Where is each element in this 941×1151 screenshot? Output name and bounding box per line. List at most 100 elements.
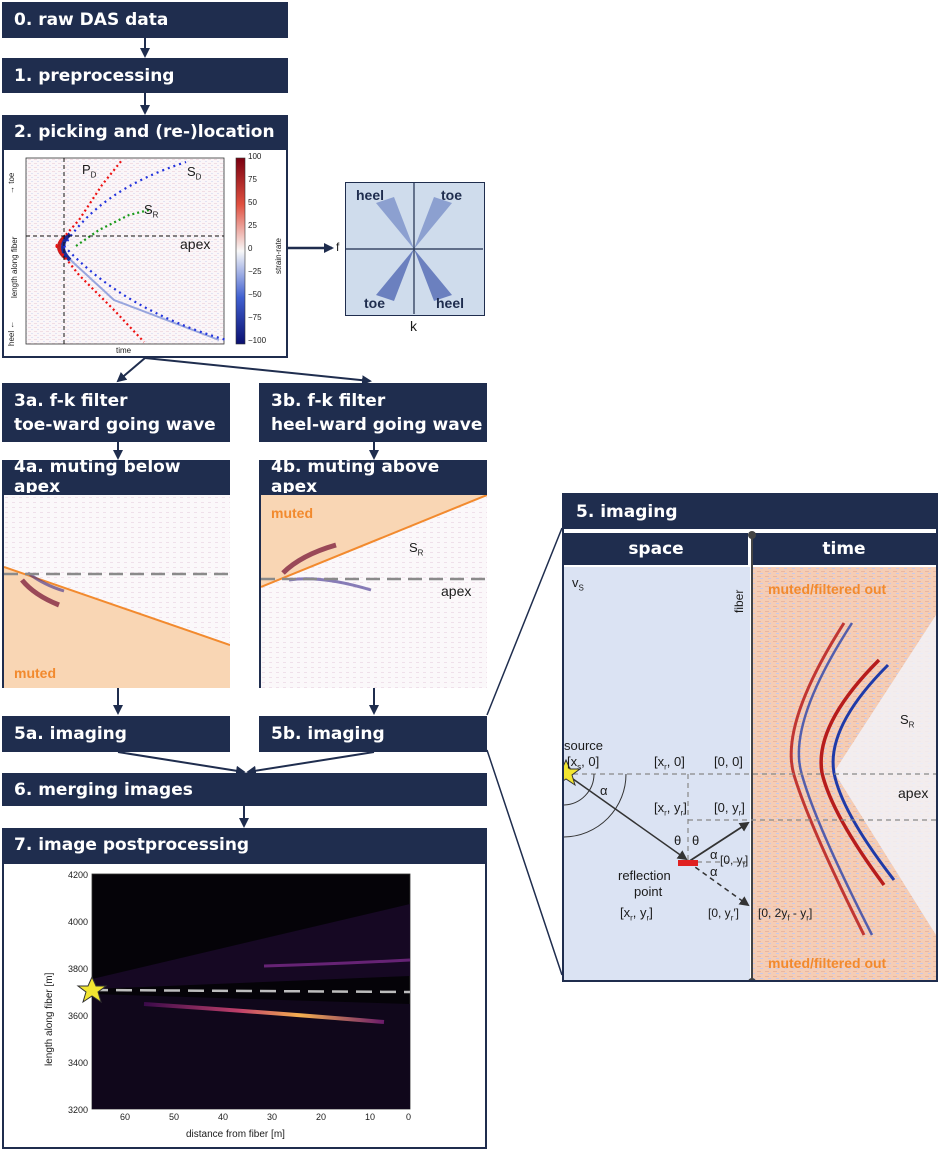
cbar-tick: 25	[248, 221, 257, 230]
y-tick: 4000	[67, 917, 88, 927]
apex-label-imaging: apex	[898, 785, 929, 801]
y-tick: 3600	[67, 1011, 88, 1021]
xryr-coord: [xr, yr]	[654, 800, 687, 818]
fk-heel-bottom: heel	[436, 295, 465, 311]
cbar-tick: 100	[248, 152, 262, 161]
step-4b-label: 4b. muting above apex	[271, 456, 440, 497]
panel-4a: muted	[2, 493, 230, 688]
reflection-line1: reflection	[618, 868, 671, 883]
step-5b-header: 5b. imaging	[259, 716, 487, 752]
step-7-label: 7. image postprocessing	[14, 835, 250, 855]
apex-label: apex	[180, 236, 211, 252]
fk-toe-bottom: toe	[364, 295, 385, 311]
muted-top-label: muted/filtered out	[768, 581, 887, 597]
fiber-label: fiber	[732, 589, 746, 613]
step-1-header: 1. preprocessing	[2, 58, 288, 93]
apex-label-4b: apex	[441, 583, 472, 599]
origin-coord: [0, 0]	[714, 754, 743, 769]
mirror-coord: [0, 2yf - yr]	[758, 906, 813, 923]
final-x-ticks: 60 50 40 30 20 10 0	[92, 1112, 412, 1126]
picking-plot	[25, 157, 246, 345]
y-tick: 3400	[67, 1058, 88, 1068]
sr-label-imaging: SR	[900, 712, 915, 730]
step-6-header: 6. merging images	[2, 773, 487, 806]
zeroyr-prime-coord: [0, yr′]	[708, 906, 739, 923]
cbar-tick: 75	[248, 175, 257, 184]
y-tick: 4200	[67, 870, 88, 880]
y-tick: 3200	[67, 1105, 88, 1115]
step-3a-line2: toe-ward going wave	[14, 414, 216, 435]
alpha-down: α	[710, 864, 718, 879]
step-0-header: 0. raw DAS data	[2, 2, 288, 38]
space-header: space	[564, 533, 748, 565]
imaging-diagram	[564, 531, 936, 980]
step-5b-label: 5b. imaging	[271, 724, 385, 744]
step-7-header: 7. image postprocessing	[2, 828, 487, 862]
step-3a-header: 3a. f-k filter toe-ward going wave	[2, 383, 230, 442]
alpha-source: α	[600, 783, 608, 798]
colorbar-label: strain-rate	[274, 237, 283, 274]
x-tick: 50	[169, 1112, 180, 1122]
picking-xlabel: time	[116, 346, 132, 355]
final-ylabel: length along fiber [m]	[44, 972, 55, 1066]
step-5-label: 5. imaging	[576, 502, 678, 522]
step-3b-line2: heel-ward going wave	[271, 414, 483, 435]
pd-label: PD	[82, 162, 97, 180]
step-1-label: 1. preprocessing	[14, 65, 175, 86]
fk-y-axis: f	[336, 240, 340, 254]
cbar-tick: −50	[248, 290, 262, 299]
panel-4b: muted SR apex	[259, 493, 487, 688]
fk-x-axis: k	[410, 318, 417, 334]
muted-bottom-label: muted/filtered out	[768, 955, 887, 971]
theta-left: θ	[674, 833, 682, 848]
step-4a-label: 4a. muting below apex	[14, 456, 181, 497]
x-tick: 40	[218, 1112, 229, 1122]
step-2-header: 2. picking and (re-)location	[2, 115, 288, 149]
picking-panel: PD SD SR apex → toe heel ← length along …	[2, 148, 288, 358]
x-tick: 30	[267, 1112, 278, 1122]
source-label: source	[564, 738, 604, 753]
x-tick: 10	[365, 1112, 376, 1122]
cbar-tick: −75	[248, 313, 262, 322]
time-header-label: time	[822, 539, 866, 559]
step-4b-header: 4b. muting above apex	[259, 457, 487, 497]
fk-toe-top: toe	[441, 187, 462, 203]
sr-label: SR	[144, 202, 159, 220]
x-tick: 20	[316, 1112, 327, 1122]
x-tick: 0	[406, 1112, 412, 1122]
xr0-coord: [xr, 0]	[654, 754, 685, 772]
reflection-line2: point	[634, 884, 663, 899]
fk-heel-top: heel	[356, 187, 385, 203]
step-6-label: 6. merging images	[14, 779, 193, 800]
picking-ylabel: length along fiber	[10, 236, 19, 298]
zeroyf-coord: [0, yf]	[720, 853, 749, 870]
heel-label: heel ←	[7, 320, 16, 346]
sd-label: SD	[187, 164, 202, 182]
step-3b-line1: 3b. f-k filter	[271, 390, 386, 411]
toe-label: → toe	[7, 172, 16, 194]
step-0-label: 0. raw DAS data	[14, 10, 169, 30]
final-image-plot	[76, 873, 411, 1110]
reflection-coord: [xr, yr]	[620, 905, 653, 923]
cbar-tick: 50	[248, 198, 257, 207]
cbar-tick: −25	[248, 267, 262, 276]
time-header: time	[752, 533, 936, 565]
alpha-up: α	[710, 847, 718, 862]
muted-label-4b: muted	[271, 505, 313, 521]
y-tick: 3800	[67, 964, 88, 974]
step-5a-label: 5a. imaging	[14, 724, 127, 744]
sr-label-4b: SR	[409, 540, 424, 558]
fk-plot: heel toe toe heel	[345, 182, 485, 316]
theta-right: θ	[692, 833, 700, 848]
step-5-header: 5. imaging	[564, 495, 936, 529]
imaging-panel: 5. imaging space time	[562, 493, 938, 982]
muted-label-4a: muted	[14, 665, 56, 681]
fk-spectrum	[346, 183, 483, 314]
cbar-tick: −100	[248, 336, 267, 345]
muted-below-apex-plot	[4, 495, 230, 688]
step-5a-header: 5a. imaging	[2, 716, 230, 752]
step-3a-line1: 3a. f-k filter	[14, 390, 128, 411]
source-coord: [xs, 0]	[567, 754, 600, 772]
step-2-label: 2. picking and (re-)location	[14, 122, 275, 142]
